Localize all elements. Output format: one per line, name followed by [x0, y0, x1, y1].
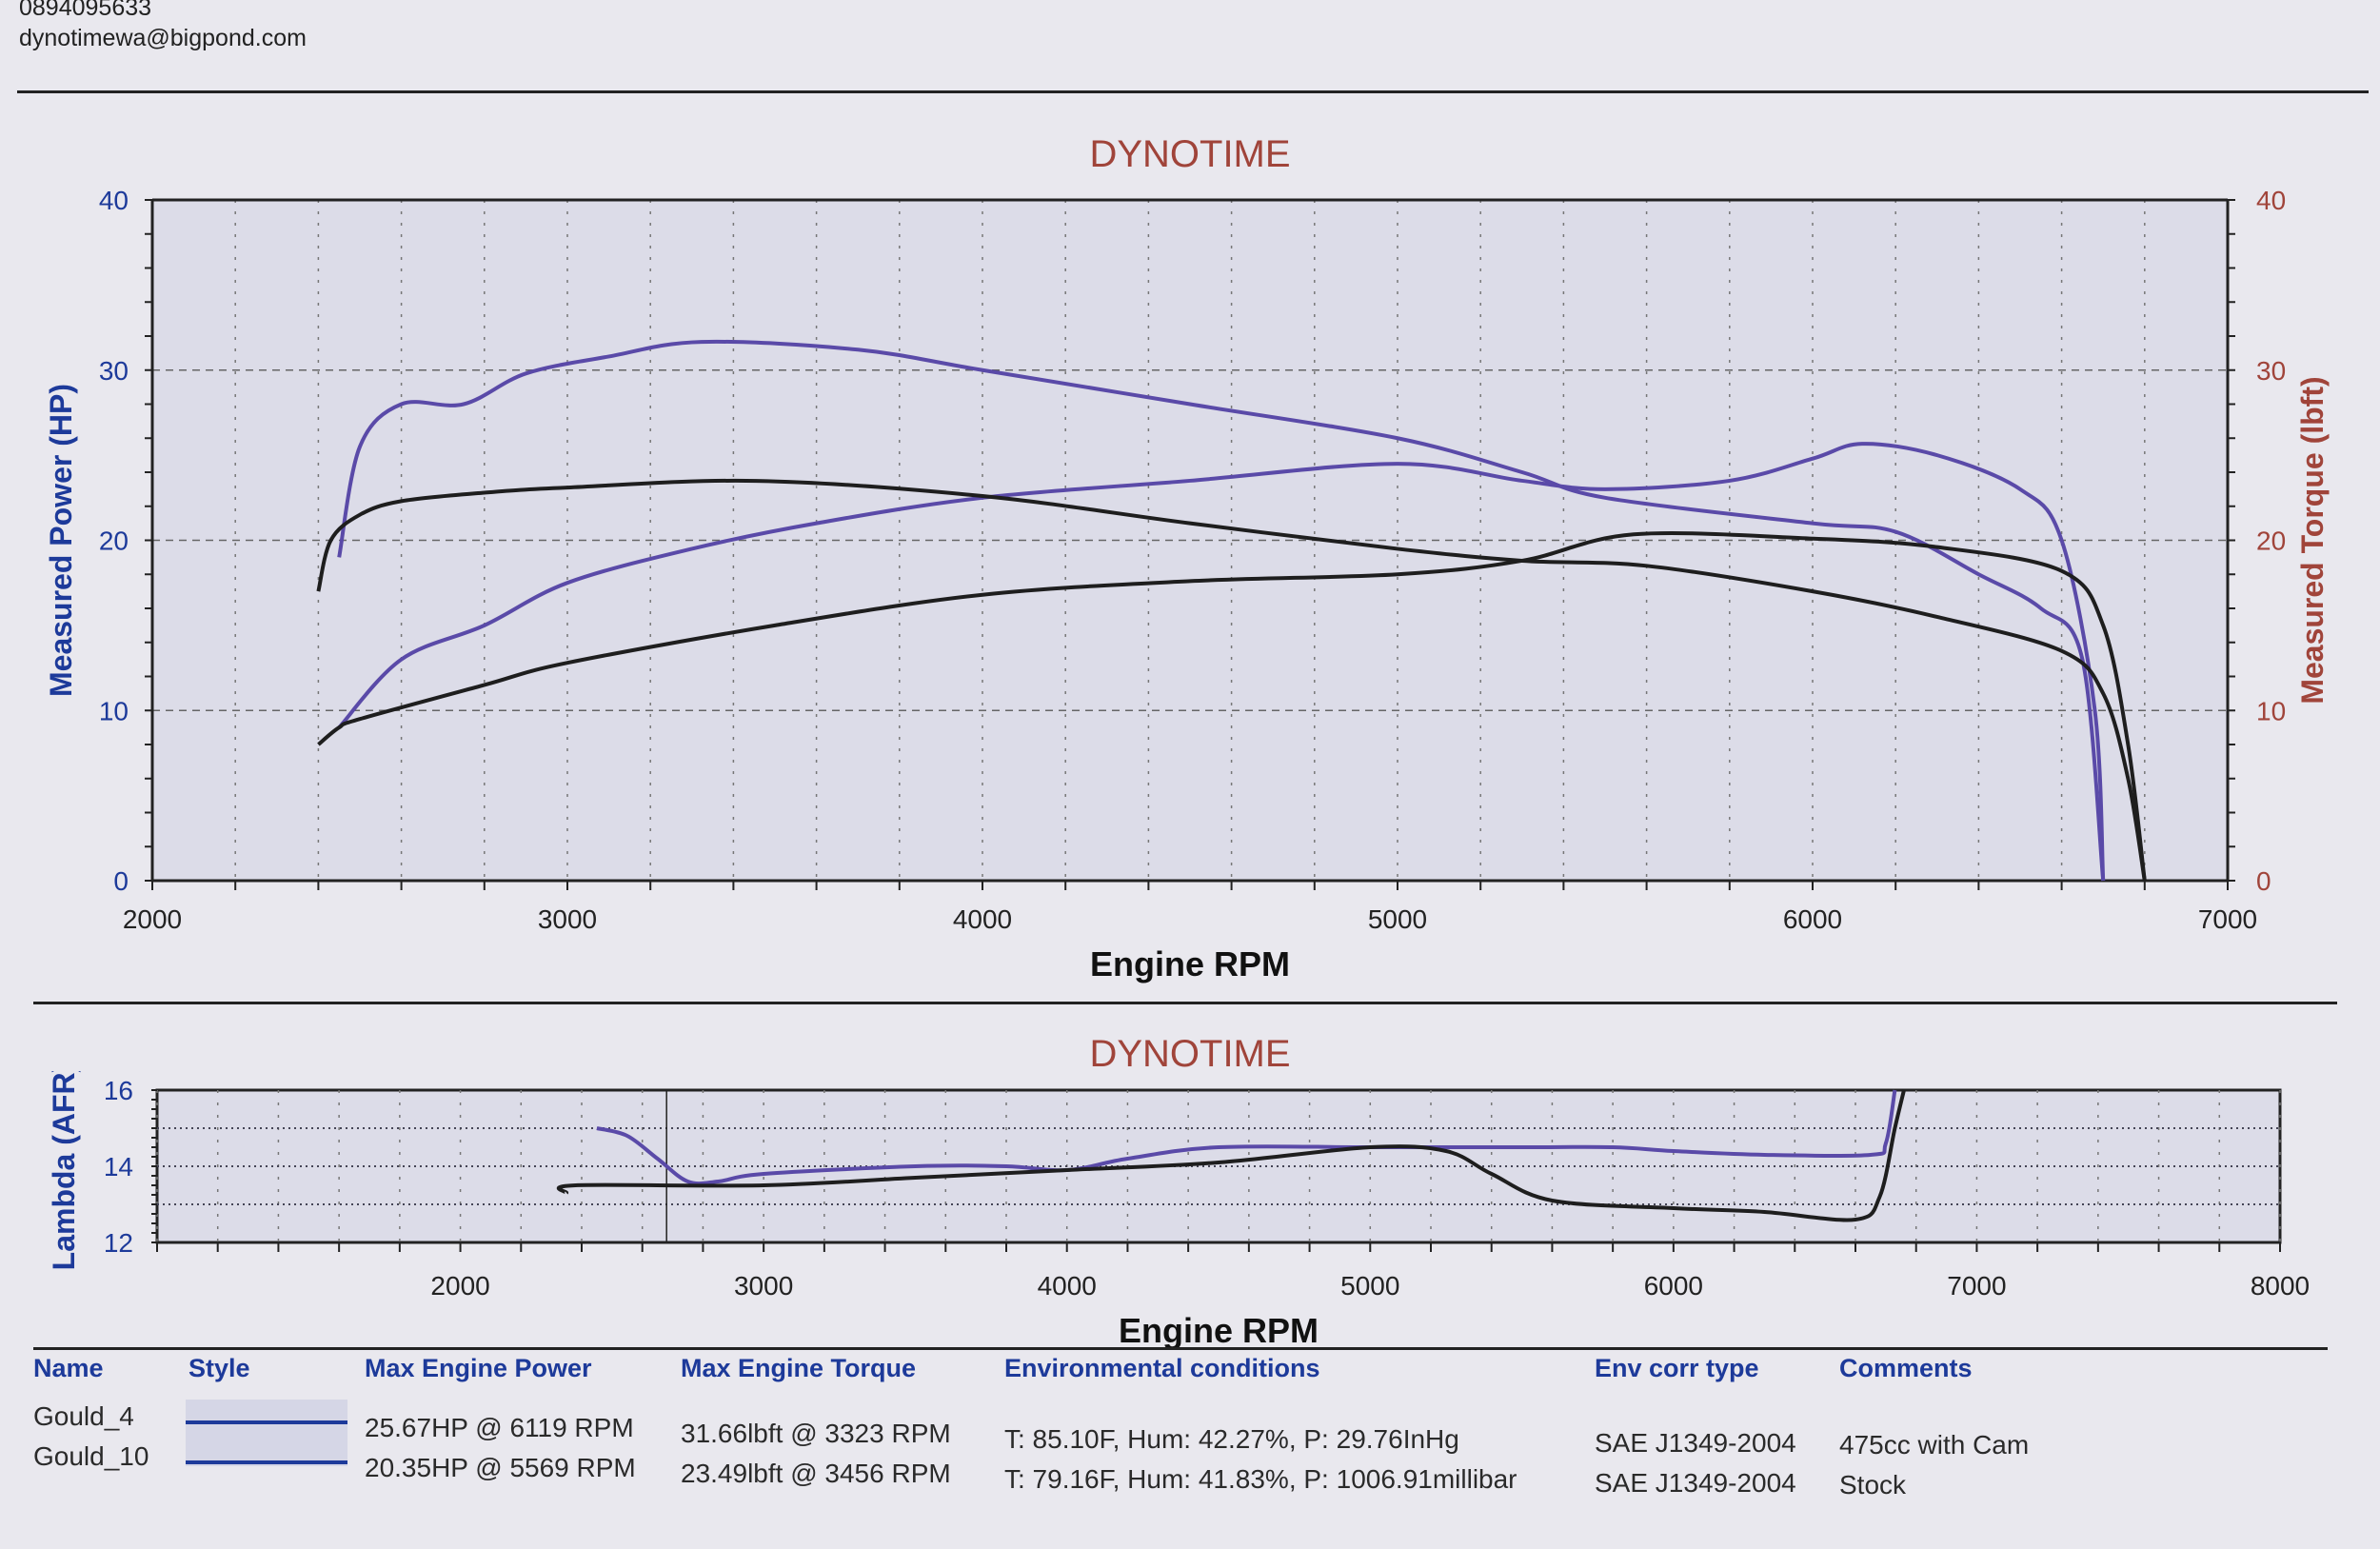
y2-tick-label: 10 — [2256, 696, 2286, 725]
lambda-chart: 12 14 16 2000 3000 4000 5000 6000 7000 8000 Engine… — [47, 1071, 2310, 1350]
col-header-torque: Max Engine Torque — [681, 1354, 917, 1382]
series-gould-4-power — [337, 442, 2106, 882]
col-header-power: Max Engine Power — [365, 1354, 592, 1382]
x-tick-label: 5000 — [1340, 1271, 1399, 1301]
col-header-style: Style — [188, 1354, 250, 1382]
row-corr: SAE J1349-2004 — [1595, 1428, 1796, 1458]
row-name: Gould_10 — [33, 1441, 149, 1471]
x-tick-label: 7000 — [2198, 904, 2257, 934]
x-tick-label: 7000 — [1947, 1271, 2006, 1301]
x-tick-label: 6000 — [1644, 1271, 1703, 1301]
x-axis-label: Engine RPM — [1090, 944, 1290, 983]
x-tick-label: 6000 — [1783, 904, 1842, 934]
series-gould-10-torque — [316, 478, 2147, 882]
y-axis-label: Lambda (AFR) — [47, 1071, 81, 1270]
power-torque-chart: 0 10 20 30 40 0 10 20 30 40 2000 3000 4000 5000 6000 70… — [44, 186, 2330, 983]
y-tick-label: 0 — [113, 866, 129, 896]
y-tick-label: 30 — [99, 356, 129, 386]
series-gould-10-lambda — [556, 1089, 1906, 1222]
lambda-chart-title: DYNOTIME — [1089, 1033, 1291, 1075]
row-corr: SAE J1349-2004 — [1595, 1468, 1796, 1498]
y2-tick-label: 40 — [2256, 186, 2286, 215]
y-tick-label: 10 — [99, 696, 129, 725]
style-swatch — [186, 1400, 347, 1466]
series-gould-10-power — [317, 530, 2147, 882]
email-address: dynotimewa@bigpond.com — [19, 25, 307, 51]
row-torque: 31.66lbft @ 3323 RPM — [681, 1419, 951, 1448]
y-tick-label: 16 — [104, 1076, 133, 1105]
col-header-name: Name — [33, 1354, 104, 1382]
x-tick-label: 4000 — [953, 904, 1012, 934]
plot-area — [155, 1088, 2282, 1244]
row-torque: 23.49lbft @ 3456 RPM — [681, 1459, 951, 1488]
x-tick-label: 2000 — [430, 1271, 489, 1301]
x-tick-label: 2000 — [123, 904, 182, 934]
row-env: T: 79.16F, Hum: 41.83%, P: 1006.91millib… — [1004, 1464, 1517, 1494]
col-header-comments: Comments — [1839, 1354, 1973, 1382]
y2-tick-label: 30 — [2256, 356, 2286, 386]
x-tick-label: 5000 — [1368, 904, 1427, 934]
style-line-gould-4 — [186, 1420, 347, 1424]
col-header-corr: Env corr type — [1595, 1354, 1759, 1382]
phone-number: 0894095633 — [19, 0, 152, 21]
main-chart-title: DYNOTIME — [1089, 133, 1291, 175]
x-axis-label: Engine RPM — [1119, 1311, 1319, 1350]
y2-tick-label: 0 — [2256, 866, 2271, 896]
chart-divider — [33, 1002, 2337, 1004]
col-header-env: Environmental conditions — [1004, 1354, 1320, 1382]
y-axis-label: Measured Power (HP) — [44, 384, 78, 697]
y-tick-label: 14 — [104, 1152, 133, 1182]
y-tick-label: 20 — [99, 526, 129, 556]
row-power: 20.35HP @ 5569 RPM — [365, 1453, 636, 1482]
row-name: Gould_4 — [33, 1401, 134, 1431]
row-comments: Stock — [1839, 1470, 1907, 1499]
row-env: T: 85.10F, Hum: 42.27%, P: 29.76InHg — [1004, 1424, 1459, 1454]
x-tick-label: 3000 — [734, 1271, 793, 1301]
header-divider — [17, 90, 2369, 93]
series-gould-4-lambda — [596, 1089, 1897, 1186]
style-line-gould-10 — [186, 1460, 347, 1464]
y2-tick-label: 20 — [2256, 526, 2286, 556]
table-divider — [33, 1347, 2328, 1350]
row-power: 25.67HP @ 6119 RPM — [365, 1413, 634, 1442]
y-tick-label: 12 — [104, 1228, 133, 1258]
row-comments: 475cc with Cam — [1839, 1430, 2030, 1460]
y2-axis-label: Measured Torque (lbft) — [2295, 376, 2330, 704]
x-tick-label: 8000 — [2251, 1271, 2310, 1301]
series-gould-4-torque — [337, 339, 2106, 882]
x-tick-label: 4000 — [1038, 1271, 1097, 1301]
x-tick-label: 3000 — [538, 904, 597, 934]
y-tick-label: 40 — [99, 186, 129, 215]
